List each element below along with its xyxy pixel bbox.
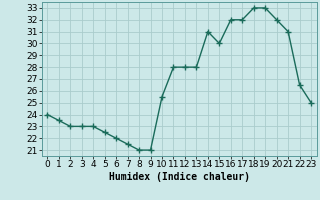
X-axis label: Humidex (Indice chaleur): Humidex (Indice chaleur) [109,172,250,182]
